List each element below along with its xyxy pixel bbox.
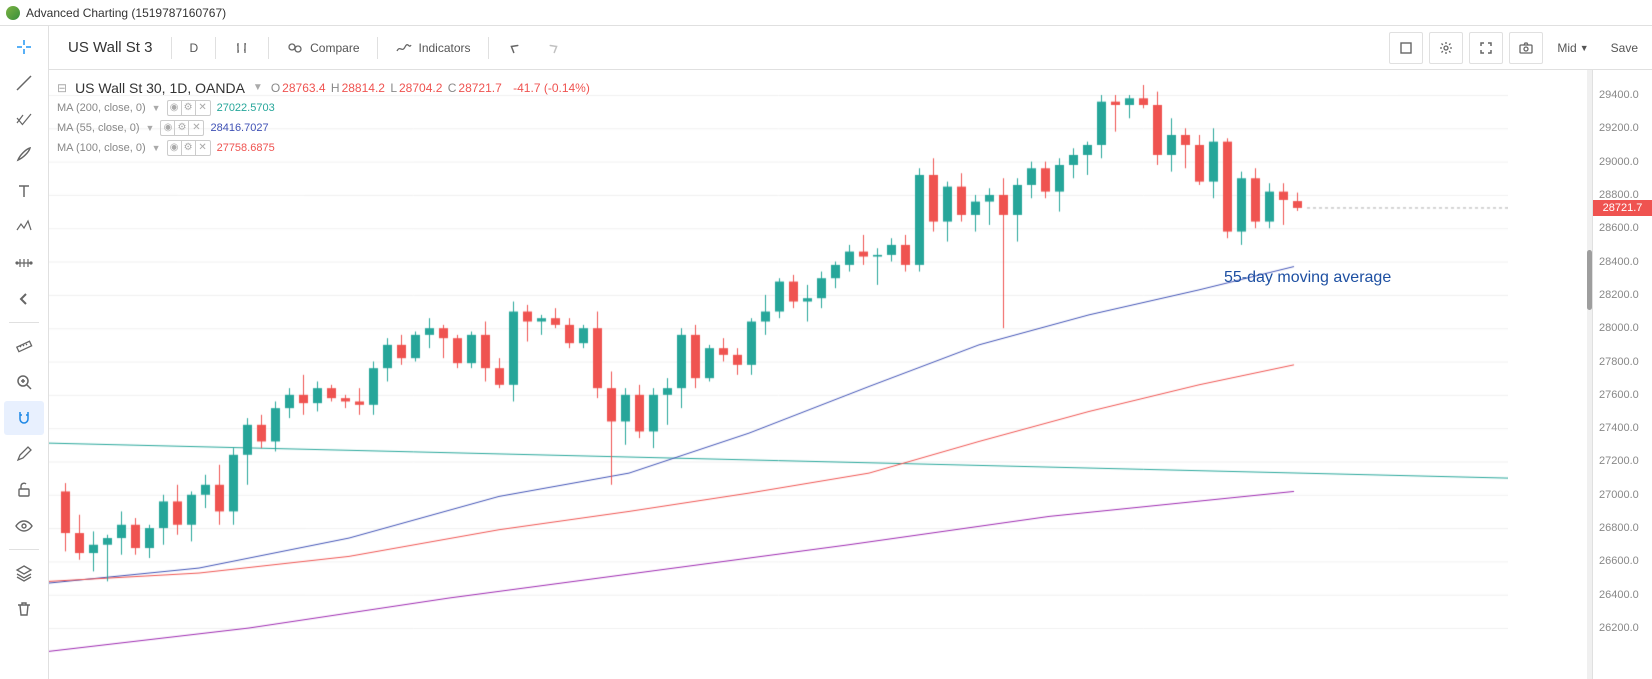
cursor-tool[interactable]	[4, 30, 44, 64]
interval-selector[interactable]: D	[178, 32, 209, 64]
pencil-tool[interactable]	[4, 437, 44, 471]
zoom-tool[interactable]	[4, 365, 44, 399]
price-tick: 27800.0	[1599, 356, 1639, 368]
legend-title: US Wall St 30, 1D, OANDA	[75, 78, 245, 98]
forecast-tool[interactable]	[4, 246, 44, 280]
chart-legend: ⊟ US Wall St 30, 1D, OANDA ▼ O28763.4 H2…	[57, 78, 592, 158]
window-title: Advanced Charting (1519787160767)	[26, 6, 226, 20]
ma55-annotation: 55-day moving average	[1224, 269, 1391, 287]
save-button[interactable]: Save	[1603, 32, 1646, 64]
ohlc-readout: O28763.4 H28814.2 L28704.2 C28721.7 -41.…	[271, 78, 592, 98]
screenshot-button[interactable]	[1509, 32, 1543, 64]
indicator-controls[interactable]: ◉⚙✕	[160, 120, 204, 136]
redo-button[interactable]	[535, 32, 573, 64]
price-tick: 26600.0	[1599, 555, 1639, 567]
content: US Wall St 3 D Compare Indicators Mid ▼ …	[49, 26, 1652, 679]
chart-main[interactable]: ⊟ US Wall St 30, 1D, OANDA ▼ O28763.4 H2…	[49, 70, 1592, 679]
indicators-button[interactable]: Indicators	[384, 32, 482, 64]
price-tick: 27200.0	[1599, 455, 1639, 467]
titlebar: Advanced Charting (1519787160767)	[0, 0, 1652, 26]
price-tick: 26200.0	[1599, 622, 1639, 634]
price-tick: 27400.0	[1599, 422, 1639, 434]
price-tick: 26400.0	[1599, 589, 1639, 601]
mid-dropdown[interactable]: Mid ▼	[1549, 32, 1596, 64]
pattern-tool[interactable]	[4, 210, 44, 244]
indicator-row: MA (55, close, 0)▼◉⚙✕28416.7027	[57, 118, 592, 138]
chart-type-button[interactable]	[222, 32, 262, 64]
price-tick: 28200.0	[1599, 289, 1639, 301]
price-tick: 29200.0	[1599, 122, 1639, 134]
price-tick: 28600.0	[1599, 222, 1639, 234]
price-tick: 28400.0	[1599, 256, 1639, 268]
chart-canvas[interactable]	[49, 70, 1508, 678]
text-tool[interactable]	[4, 174, 44, 208]
ruler-tool[interactable]	[4, 329, 44, 363]
main: US Wall St 3 D Compare Indicators Mid ▼ …	[0, 26, 1652, 679]
indicator-controls[interactable]: ◉⚙✕	[167, 100, 211, 116]
layers-tool[interactable]	[4, 556, 44, 590]
fullscreen-button[interactable]	[1469, 32, 1503, 64]
price-axis[interactable]: 29400.029200.029000.028800.028600.028400…	[1592, 70, 1652, 679]
settings-button[interactable]	[1429, 32, 1463, 64]
separator	[9, 549, 39, 550]
price-tick: 29400.0	[1599, 89, 1639, 101]
price-badge: 28721.7	[1593, 200, 1652, 216]
price-tick: 27000.0	[1599, 489, 1639, 501]
app-logo	[6, 6, 20, 20]
back-icon[interactable]	[4, 282, 44, 316]
undo-button[interactable]	[495, 32, 533, 64]
pitchfork-tool[interactable]	[4, 102, 44, 136]
price-tick: 28000.0	[1599, 322, 1639, 334]
price-tick: 29000.0	[1599, 156, 1639, 168]
compare-button[interactable]: Compare	[275, 32, 370, 64]
magnet-tool[interactable]	[4, 401, 44, 435]
top-toolbar: US Wall St 3 D Compare Indicators Mid ▼ …	[49, 26, 1652, 70]
price-tick: 26800.0	[1599, 522, 1639, 534]
left-toolbar	[0, 26, 49, 679]
indicator-controls[interactable]: ◉⚙✕	[167, 140, 211, 156]
chart-area: ⊟ US Wall St 30, 1D, OANDA ▼ O28763.4 H2…	[49, 70, 1652, 679]
separator	[9, 322, 39, 323]
indicator-row: MA (200, close, 0)▼◉⚙✕27022.5703	[57, 98, 592, 118]
trendline-tool[interactable]	[4, 66, 44, 100]
symbol-selector[interactable]: US Wall St 3	[55, 32, 165, 64]
select-button[interactable]	[1389, 32, 1423, 64]
price-tick: 27600.0	[1599, 389, 1639, 401]
indicator-row: MA (100, close, 0)▼◉⚙✕27758.6875	[57, 138, 592, 158]
lock-tool[interactable]	[4, 473, 44, 507]
trash-tool[interactable]	[4, 592, 44, 626]
brush-tool[interactable]	[4, 138, 44, 172]
eye-tool[interactable]	[4, 509, 44, 543]
